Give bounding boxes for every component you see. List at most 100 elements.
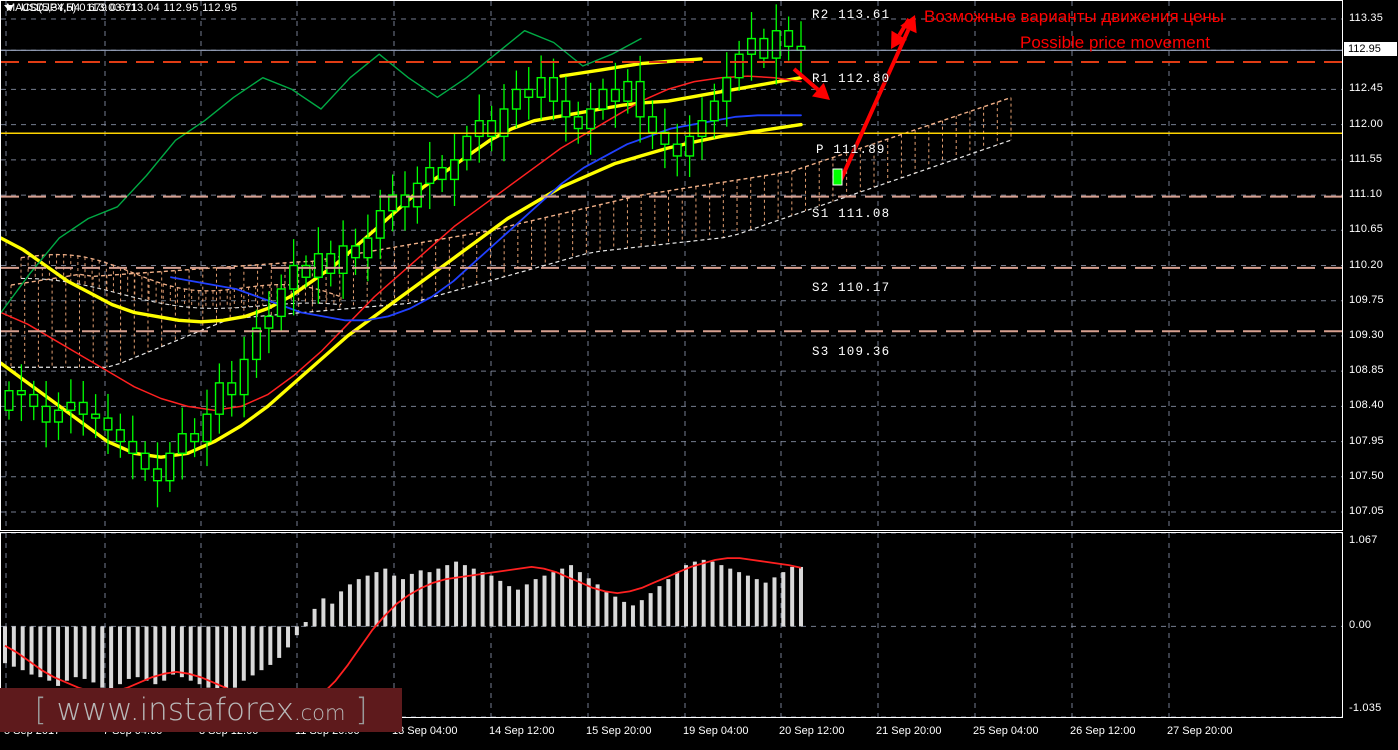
macd-histogram-bar [542,575,547,627]
macd-histogram-bar [622,601,627,627]
macd-histogram-bar [710,561,715,627]
candlestick [375,189,385,260]
macd-histogram-bar [586,578,591,627]
macd-histogram-bar [577,572,582,627]
macd-histogram-bar [639,600,644,627]
pivot-label-s3: S3 109.36 [812,345,891,359]
time-tick-label: 14 Sep 12:00 [489,725,555,737]
candlestick [734,40,744,92]
candlestick [697,97,707,160]
price-chart-pane[interactable] [0,0,1343,531]
macd-histogram-bar [347,584,352,627]
macd-histogram-bar [427,572,432,627]
macd-indicator-pane[interactable] [0,532,1343,718]
macd-histogram-bar [728,568,733,627]
candlestick [128,415,138,480]
price-tick-label: 111.55 [1349,152,1383,165]
candlestick [29,380,39,421]
price-tick-label: 110.20 [1349,258,1384,271]
macd-histogram-bar [64,626,69,681]
candlestick [103,393,113,455]
macd-histogram-bar [294,626,299,636]
watermark-bracket-right: ] [355,692,368,728]
candlestick [623,69,633,114]
watermark-main: www.instaforex [56,692,294,728]
ma-upper-yellow-ext [559,57,703,78]
macd-histogram-bar [162,626,167,681]
price-tick-label: 109.30 [1349,328,1384,341]
macd-histogram-bar [356,579,361,627]
arrow-down-from-r1 [792,67,830,100]
time-tick-label: 21 Sep 20:00 [876,725,942,737]
macd-histogram-bar [179,626,184,678]
candlestick [388,174,398,232]
macd-histogram-bar [719,565,724,627]
macd-histogram-bar [135,626,140,678]
candlestick [202,389,212,467]
macd-histogram-bar [153,626,158,685]
macd-histogram-bar [73,626,78,678]
macd-histogram-bar [171,626,176,675]
candlestick [338,220,348,299]
macd-histogram-bar [462,565,467,627]
candlestick [746,12,757,81]
candlestick [796,21,806,76]
macd-histogram-bar [745,575,750,627]
time-tick-label: 27 Sep 20:00 [1167,725,1233,737]
candlestick [524,67,534,120]
instaforex-watermark: [ www.instaforex.com ] [0,688,402,732]
candlestick [264,291,274,354]
macd-histogram-bar [498,580,503,627]
macd-histogram-bar [799,566,803,627]
watermark-bracket-left: [ [34,692,47,728]
candlestick [610,62,620,128]
macd-histogram-bar [630,605,635,627]
candlestick [499,84,509,162]
macd-histogram-bar [374,572,379,627]
macd-histogram-bar [595,584,600,627]
macd-histogram-bar [11,626,16,667]
ma-blue-line [170,114,802,322]
macd-histogram-bar [445,565,450,627]
macd-histogram-bar [409,573,414,627]
macd-signal-line [4,557,802,710]
macd-histogram-bar [613,596,618,627]
macd-axis-scale[interactable]: 1.067 0.00 -1.035 [1343,532,1398,718]
macd-histogram-bar [507,586,512,627]
macd-histogram-bar [109,626,114,692]
macd-histogram-bar [684,565,689,627]
ma-lower-yellow-line [1,122,803,459]
price-axis-scale[interactable]: 113.35 112.95 112.45 112.00 111.55 111.10 110.… [1343,0,1398,531]
macd-histogram-bar [754,579,759,627]
arrow-down-from-r2 [891,17,911,49]
time-tick-label: 15 Sep 20:00 [586,725,652,737]
chevron-down-icon[interactable] [4,5,14,11]
macd-histogram-bar [117,626,122,685]
price-tick-label: 111.10 [1349,188,1383,201]
candlestick [313,227,323,304]
macd-tick-label: -1.035 [1349,702,1382,714]
macd-histogram-bar [321,598,326,627]
annotation-line-ru: Возможные варианты движения цены [924,7,1225,26]
macd-histogram-bar [339,591,344,627]
candlestick [709,83,719,139]
candlestick [561,76,571,142]
macd-histogram-bar [533,579,538,627]
candlestick [326,240,336,287]
macd-histogram-bar [737,572,742,627]
candlestick [784,16,794,61]
macd-histogram-bar [675,572,680,627]
candlestick [425,141,435,210]
macd-histogram-bar [436,568,441,627]
macd-histogram-bar [666,579,671,627]
pivot-label-p: P 111.89 [816,143,886,157]
chart-header: USDJPY,H4 113.03 113.04 112.95 112.95 [4,2,237,14]
price-tick-label: 110.65 [1349,223,1384,236]
price-tick-label: 108.40 [1349,399,1384,412]
macd-histogram-bar [56,626,61,686]
macd-histogram-bar [383,568,388,627]
macd-histogram-bar [551,572,556,627]
macd-histogram-bar [515,589,520,627]
candlestick [289,239,299,316]
